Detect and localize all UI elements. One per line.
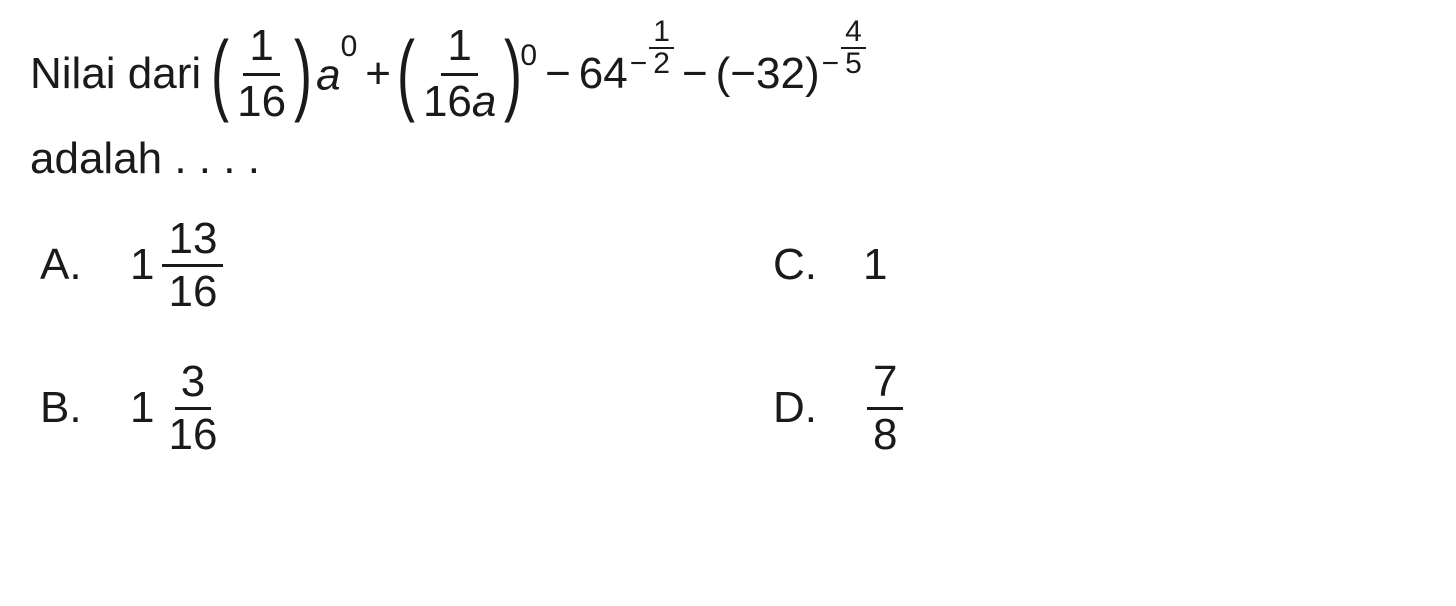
option-d: D. 7 8	[773, 357, 1426, 460]
question-prefix: Nilai dari	[30, 48, 201, 101]
option-a: A. 1 13 16	[40, 214, 693, 317]
option-c-value: 1	[863, 240, 887, 290]
option-d-value: 7 8	[867, 357, 903, 460]
option-b: B. 1 3 16	[40, 357, 693, 460]
option-c-label: C.	[773, 240, 823, 290]
question-suffix: adalah . . . .	[30, 134, 1426, 184]
option-a-label: A.	[40, 240, 90, 290]
option-b-value: 1 3 16	[130, 357, 227, 460]
question-expression: Nilai dari ( 1 16 ) a0 + ( 1 16a ) 0 − 6…	[30, 20, 1426, 129]
variable-a-1: a0	[316, 47, 357, 102]
exponent-frac-2: 4 5	[841, 17, 866, 79]
options-grid: A. 1 13 16 C. 1 B. 1 3 16 D. 7 8	[30, 214, 1426, 460]
plus-operator: +	[365, 48, 391, 101]
option-d-label: D.	[773, 383, 823, 433]
neg-sign-exp1: −	[630, 46, 648, 82]
option-a-value: 1 13 16	[130, 214, 227, 317]
exponent-frac-1: 1 2	[649, 17, 674, 79]
math-expression: ( 1 16 ) a0 + ( 1 16a ) 0 − 64 − 1 2 − (…	[213, 20, 866, 129]
fraction-1: 1 16	[231, 20, 292, 129]
left-paren-1: (	[211, 38, 229, 110]
neg-32: −32	[730, 48, 805, 101]
left-paren-3: (	[716, 48, 731, 101]
right-paren-1: )	[294, 38, 312, 110]
fraction-2: 1 16a	[417, 20, 502, 129]
left-paren-2: (	[397, 38, 415, 110]
option-c: C. 1	[773, 214, 1426, 317]
exponent-2: 0	[520, 38, 537, 74]
base-64: 64	[579, 48, 628, 101]
neg-sign-exp2: −	[822, 46, 840, 82]
minus-operator-2: −	[682, 48, 708, 101]
option-b-label: B.	[40, 383, 90, 433]
minus-operator-1: −	[545, 48, 571, 101]
right-paren-3: )	[805, 48, 820, 101]
